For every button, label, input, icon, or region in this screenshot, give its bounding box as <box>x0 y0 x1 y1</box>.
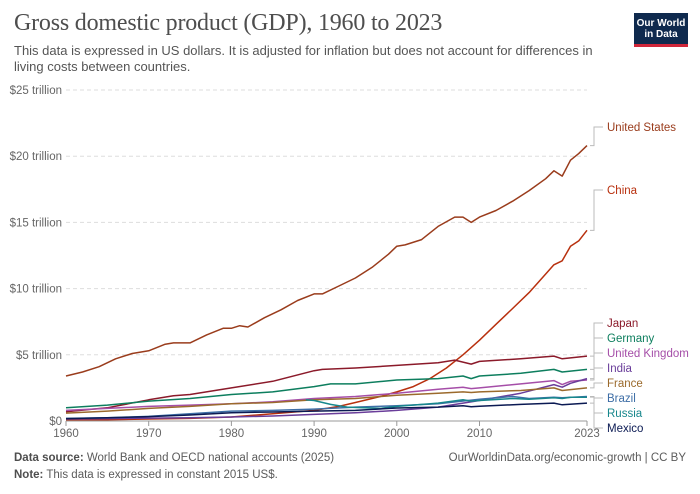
y-tick-label: $25 trillion <box>10 85 62 97</box>
label-connector <box>590 352 603 381</box>
y-tick-label: $0 <box>49 416 62 428</box>
x-tick-label: 2000 <box>384 428 410 440</box>
x-tick-label: 1990 <box>301 428 327 440</box>
data-source: Data source: World Bank and OECD nationa… <box>14 452 334 464</box>
series-line-mexico <box>65 402 588 420</box>
label-connector <box>590 126 603 147</box>
series-label-united-kingdom: United Kingdom <box>607 348 689 360</box>
series-label-united-states: United States <box>607 122 676 134</box>
series-lines <box>65 145 588 421</box>
logo-line-2: in Data <box>644 28 678 40</box>
series-line-united-kingdom <box>65 379 588 412</box>
x-tick-label: 1970 <box>136 428 162 440</box>
source-url[interactable]: OurWorldinData.org/economic-growth | CC … <box>448 452 686 464</box>
chart-title: Gross domestic product (GDP), 1960 to 20… <box>14 10 443 36</box>
note: Note: This data is expressed in constant… <box>14 469 278 481</box>
label-connector <box>590 402 603 429</box>
x-tick-label: 1960 <box>53 428 79 440</box>
series-label-japan: Japan <box>607 318 638 330</box>
note-text: This data is expressed in constant 2015 … <box>43 469 278 481</box>
series-line-japan <box>65 355 588 413</box>
series-line-germany <box>65 368 588 409</box>
series-label-mexico: Mexico <box>607 423 643 435</box>
label-connector <box>590 367 603 380</box>
x-tick-label: 2023 <box>574 428 600 440</box>
label-connector <box>590 322 603 357</box>
series-line-united-states <box>65 145 588 377</box>
chart-subtitle: This data is expressed in US dollars. It… <box>14 43 593 74</box>
series-label-brazil: Brazil <box>607 393 636 405</box>
series-line-russia <box>305 396 587 410</box>
series-label-france: France <box>607 378 643 390</box>
data-source-label: Data source: <box>14 452 84 464</box>
x-tick-label: 1980 <box>219 428 245 440</box>
y-tick-label: $20 trillion <box>10 151 62 163</box>
series-line-france <box>65 387 588 414</box>
x-tick-label: 2010 <box>467 428 493 440</box>
label-connector <box>590 382 603 389</box>
label-connector <box>590 189 603 231</box>
logo-line-1: Our World <box>636 17 686 29</box>
series-label-india: India <box>607 363 633 375</box>
y-axis-ticks: $0 $5 trillion $10 trillion $15 trillion $20… <box>10 85 62 428</box>
x-axis: 1960 1970 1980 1990 2000 2010 2023 <box>53 420 600 440</box>
gridlines <box>66 89 587 356</box>
label-connector <box>590 337 603 370</box>
owid-logo[interactable]: Our World in Data <box>634 13 688 47</box>
y-tick-label: $15 trillion <box>10 217 62 229</box>
data-source-text: World Bank and OECD national accounts (2… <box>83 452 335 464</box>
y-tick-label: $5 trillion <box>16 350 62 362</box>
series-labels: United States China Japan Germany United Kin… <box>590 122 689 435</box>
series-label-russia: Russia <box>607 408 643 420</box>
note-label: Note: <box>14 469 44 481</box>
y-tick-label: $10 trillion <box>10 284 62 296</box>
series-label-germany: Germany <box>607 333 655 345</box>
series-line-india <box>65 377 588 420</box>
label-connector <box>590 396 603 414</box>
series-label-china: China <box>607 185 638 197</box>
